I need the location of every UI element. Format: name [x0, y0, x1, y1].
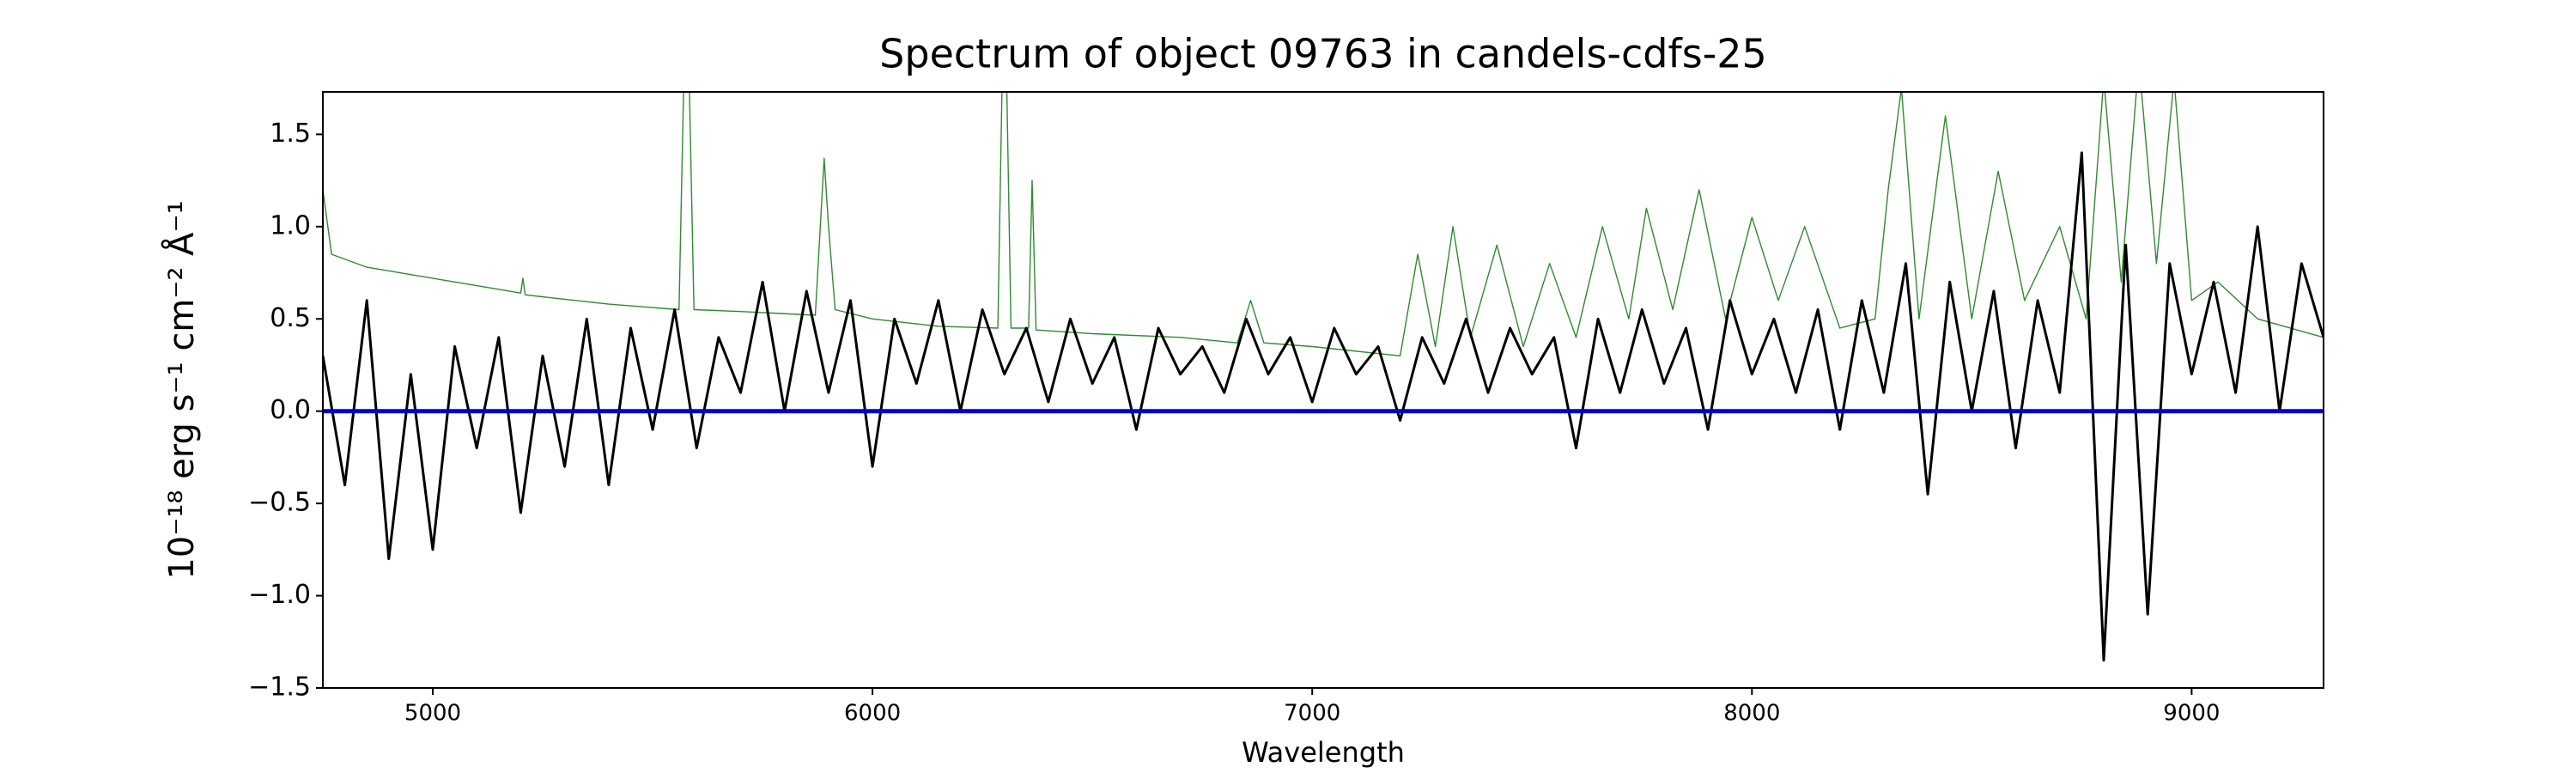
y-axis-label: 10⁻¹⁸ erg s⁻¹ cm⁻² Å⁻¹ — [161, 200, 202, 579]
y-tick-label: 0.0 — [270, 395, 311, 425]
chart-title: Spectrum of object 09763 in candels-cdfs… — [879, 31, 1767, 77]
x-tick-label: 5000 — [404, 701, 461, 727]
y-tick-label: 0.5 — [270, 303, 311, 333]
axes-frame — [322, 91, 2324, 689]
spectrum-line — [323, 92, 2324, 356]
x-tick-label: 8000 — [1723, 701, 1780, 727]
x-tick-label: 6000 — [844, 701, 901, 727]
y-tick-label: 1.5 — [270, 119, 311, 149]
plot-area — [323, 92, 2324, 662]
y-tick-label: −0.5 — [248, 488, 311, 518]
y-tick-label: −1.0 — [248, 580, 311, 610]
x-axis-label: Wavelength — [1242, 736, 1405, 769]
x-tick-label: 7000 — [1284, 701, 1340, 727]
x-tick-label: 9000 — [2163, 701, 2220, 727]
y-tick-label: −1.5 — [248, 673, 311, 703]
y-tick-label: 1.0 — [270, 210, 311, 240]
